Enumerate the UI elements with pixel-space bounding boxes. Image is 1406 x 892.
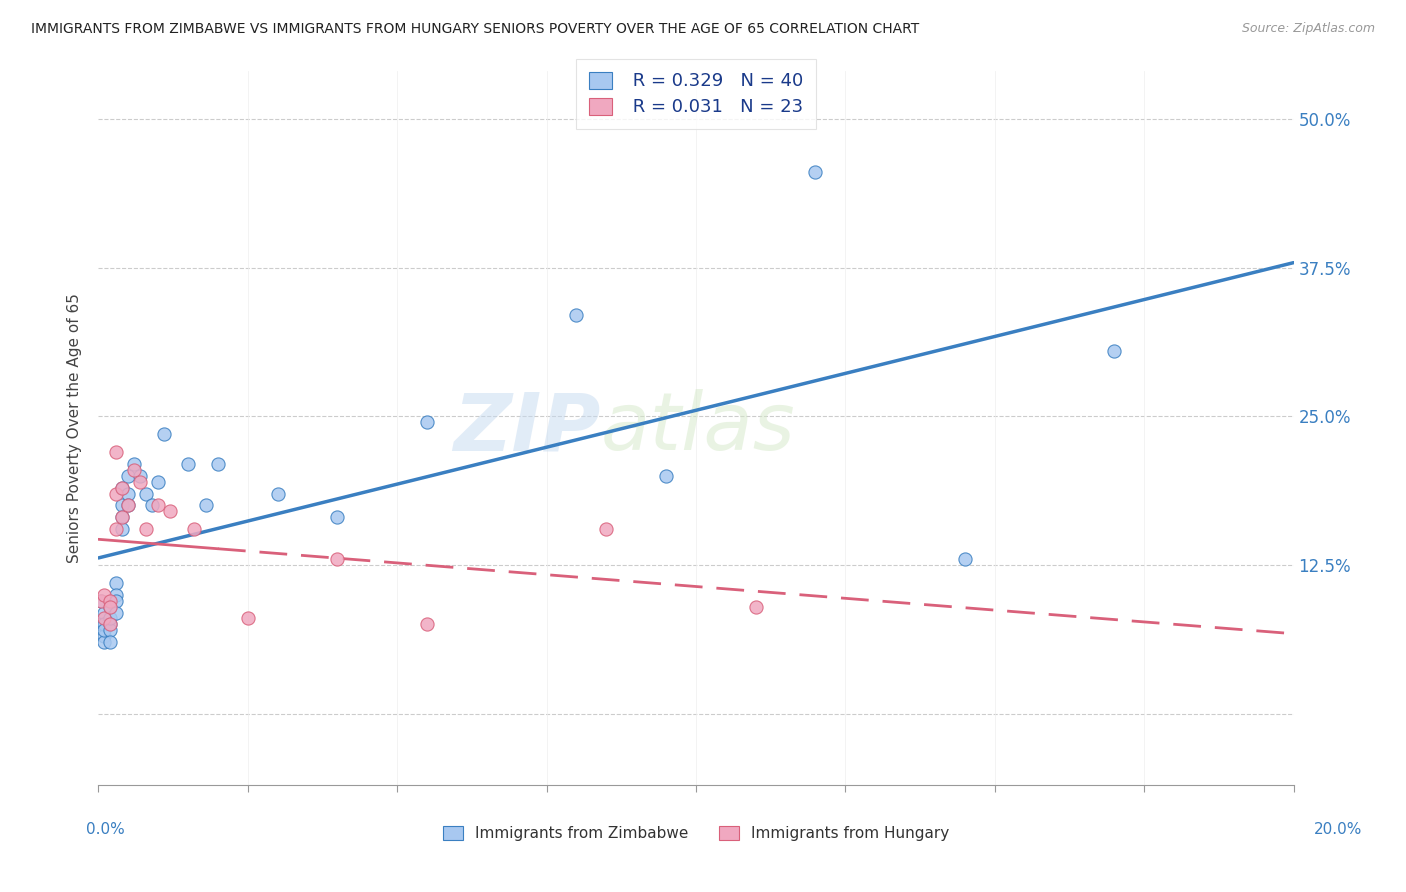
Point — [98, 624, 122, 638]
Point — [804, 165, 827, 179]
Point — [416, 617, 439, 632]
Point — [111, 522, 134, 536]
Point — [148, 499, 170, 513]
Point — [124, 463, 146, 477]
Point — [90, 617, 112, 632]
Point — [98, 617, 122, 632]
Point — [93, 635, 115, 649]
Point — [98, 599, 122, 614]
Point — [98, 593, 122, 607]
Text: IMMIGRANTS FROM ZIMBABWE VS IMMIGRANTS FROM HUNGARY SENIORS POVERTY OVER THE AGE: IMMIGRANTS FROM ZIMBABWE VS IMMIGRANTS F… — [31, 22, 920, 37]
Point — [111, 499, 134, 513]
Point — [90, 593, 112, 607]
Point — [111, 510, 134, 524]
Point — [93, 588, 115, 602]
Point — [953, 552, 976, 566]
Point — [148, 475, 170, 489]
Point — [105, 575, 128, 590]
Point — [105, 593, 128, 607]
Point — [236, 611, 259, 625]
Point — [595, 522, 617, 536]
Point — [135, 486, 157, 500]
Point — [93, 611, 115, 625]
Point — [416, 415, 439, 429]
Point — [267, 486, 290, 500]
Point — [111, 510, 134, 524]
Point — [565, 308, 588, 322]
Text: 0.0%: 0.0% — [86, 822, 125, 837]
Point — [105, 606, 128, 620]
Point — [177, 457, 200, 471]
Point — [745, 599, 768, 614]
Text: Source: ZipAtlas.com: Source: ZipAtlas.com — [1241, 22, 1375, 36]
Point — [129, 475, 152, 489]
Point — [105, 486, 128, 500]
Point — [93, 606, 115, 620]
Point — [117, 499, 139, 513]
Y-axis label: Seniors Poverty Over the Age of 65: Seniors Poverty Over the Age of 65 — [67, 293, 83, 563]
Point — [655, 468, 678, 483]
Point — [90, 593, 112, 607]
Point — [117, 486, 139, 500]
Point — [98, 599, 122, 614]
Text: atlas: atlas — [600, 389, 796, 467]
Point — [153, 427, 176, 442]
Point — [93, 629, 115, 643]
Point — [129, 468, 152, 483]
Point — [98, 611, 122, 625]
Point — [135, 522, 157, 536]
Point — [159, 504, 181, 518]
Point — [105, 522, 128, 536]
Point — [98, 617, 122, 632]
Text: ZIP: ZIP — [453, 389, 600, 467]
Point — [105, 588, 128, 602]
Legend: Immigrants from Zimbabwe, Immigrants from Hungary: Immigrants from Zimbabwe, Immigrants fro… — [436, 818, 956, 848]
Point — [141, 499, 163, 513]
Point — [207, 457, 229, 471]
Point — [326, 552, 349, 566]
Point — [124, 457, 146, 471]
Point — [117, 468, 139, 483]
Point — [1104, 343, 1126, 358]
Point — [326, 510, 349, 524]
Point — [98, 635, 122, 649]
Point — [93, 624, 115, 638]
Point — [195, 499, 218, 513]
Point — [183, 522, 205, 536]
Point — [111, 481, 134, 495]
Text: 20.0%: 20.0% — [1315, 822, 1362, 837]
Point — [111, 481, 134, 495]
Point — [117, 499, 139, 513]
Point — [105, 445, 128, 459]
Point — [93, 617, 115, 632]
